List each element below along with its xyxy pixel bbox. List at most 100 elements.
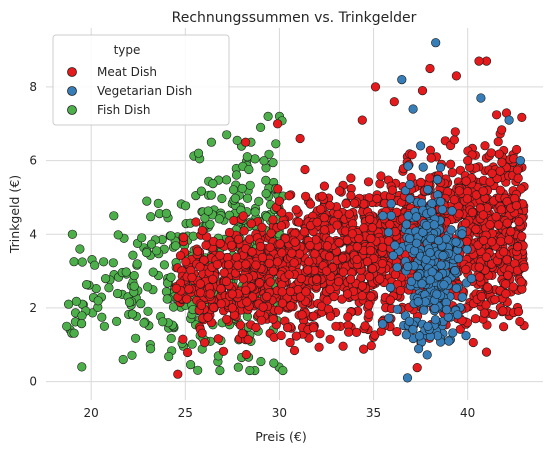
- point-fish-dish: [233, 362, 243, 372]
- point-meat-dish: [229, 216, 239, 226]
- point-meat-dish: [193, 246, 203, 256]
- point-fish-dish: [196, 186, 206, 196]
- point-meat-dish: [182, 294, 192, 304]
- point-meat-dish: [370, 82, 381, 92]
- legend-marker-vegetarian: [67, 86, 77, 96]
- point-meat-dish: [471, 190, 481, 200]
- point-fish-dish: [77, 362, 87, 372]
- x-tick-label: 20: [84, 406, 99, 420]
- point-meat-dish: [248, 292, 258, 302]
- point-fish-dish: [206, 137, 216, 147]
- point-meat-dish: [425, 173, 435, 183]
- point-meat-dish: [305, 241, 315, 251]
- point-vegetarian-dish: [515, 156, 526, 166]
- point-meat-dish: [367, 223, 378, 233]
- point-fish-dish: [152, 246, 162, 256]
- point-fish-dish: [271, 139, 281, 149]
- point-meat-dish: [481, 300, 491, 310]
- point-fish-dish: [254, 196, 264, 206]
- point-fish-dish: [162, 294, 172, 304]
- point-meat-dish: [446, 159, 456, 169]
- point-meat-dish: [511, 201, 522, 211]
- point-fish-dish: [81, 280, 92, 290]
- point-meat-dish: [493, 220, 504, 230]
- point-vegetarian-dish: [418, 162, 428, 172]
- point-fish-dish: [221, 175, 232, 185]
- point-meat-dish: [363, 177, 374, 187]
- point-meat-dish: [305, 199, 316, 209]
- point-meat-dish: [342, 289, 353, 299]
- point-meat-dish: [274, 305, 284, 315]
- point-meat-dish: [461, 264, 471, 275]
- point-meat-dish: [375, 179, 385, 189]
- point-fish-dish: [259, 156, 269, 166]
- point-meat-dish: [231, 252, 241, 262]
- point-meat-dish: [256, 315, 267, 325]
- point-meat-dish: [451, 71, 462, 81]
- point-fish-dish: [139, 318, 149, 328]
- point-meat-dish: [375, 274, 385, 284]
- point-meat-dish: [517, 112, 527, 122]
- point-vegetarian-dish: [408, 104, 418, 114]
- point-meat-dish: [385, 295, 395, 305]
- point-vegetarian-dish: [401, 219, 412, 229]
- point-fish-dish: [143, 306, 153, 316]
- point-vegetarian-dish: [434, 236, 444, 246]
- point-vegetarian-dish: [384, 227, 394, 237]
- point-meat-dish: [200, 338, 210, 348]
- point-fish-dish: [187, 339, 197, 349]
- point-meat-dish: [312, 274, 322, 284]
- y-tick-label: 6: [29, 154, 37, 168]
- point-fish-dish: [161, 208, 171, 218]
- point-fish-dish: [109, 211, 119, 221]
- data-points: [62, 38, 529, 383]
- point-meat-dish: [360, 321, 370, 331]
- chart-title: Rechnungssummen vs. Trinkgelder: [172, 10, 417, 26]
- point-fish-dish: [166, 333, 176, 344]
- point-fish-dish: [77, 257, 87, 267]
- point-meat-dish: [233, 260, 243, 270]
- point-fish-dish: [127, 309, 137, 319]
- point-meat-dish: [227, 289, 237, 299]
- point-fish-dish: [113, 230, 123, 240]
- point-meat-dish: [255, 278, 265, 288]
- point-meat-dish: [325, 201, 335, 211]
- point-fish-dish: [203, 206, 213, 216]
- point-fish-dish: [158, 317, 168, 327]
- point-meat-dish: [183, 347, 193, 358]
- point-fish-dish: [256, 356, 266, 367]
- point-vegetarian-dish: [425, 248, 435, 258]
- x-tick-label: 35: [366, 406, 381, 420]
- point-vegetarian-dish: [466, 273, 477, 284]
- point-meat-dish: [512, 165, 523, 175]
- point-meat-dish: [294, 249, 305, 259]
- point-meat-dish: [317, 191, 327, 201]
- point-meat-dish: [224, 227, 235, 238]
- point-fish-dish: [164, 351, 174, 362]
- point-vegetarian-dish: [504, 115, 514, 125]
- x-axis-label: Preis (€): [255, 429, 307, 444]
- point-vegetarian-dish: [406, 276, 417, 287]
- point-fish-dish: [244, 164, 254, 175]
- point-meat-dish: [199, 255, 209, 265]
- point-meat-dish: [241, 285, 251, 295]
- point-meat-dish: [474, 262, 484, 272]
- point-meat-dish: [246, 219, 256, 229]
- point-meat-dish: [266, 228, 276, 238]
- point-fish-dish: [250, 154, 260, 164]
- point-meat-dish: [197, 328, 207, 338]
- point-meat-dish: [208, 274, 218, 284]
- point-fish-dish: [261, 175, 271, 185]
- point-meat-dish: [338, 253, 348, 263]
- point-meat-dish: [286, 301, 296, 311]
- point-meat-dish: [493, 137, 503, 147]
- point-meat-dish: [333, 209, 343, 219]
- point-meat-dish: [251, 322, 261, 333]
- point-meat-dish: [449, 195, 459, 205]
- point-meat-dish: [251, 260, 261, 270]
- point-meat-dish: [354, 234, 364, 244]
- point-vegetarian-dish: [412, 238, 422, 248]
- point-vegetarian-dish: [448, 328, 458, 338]
- point-fish-dish: [186, 360, 196, 370]
- point-vegetarian-dish: [390, 240, 400, 250]
